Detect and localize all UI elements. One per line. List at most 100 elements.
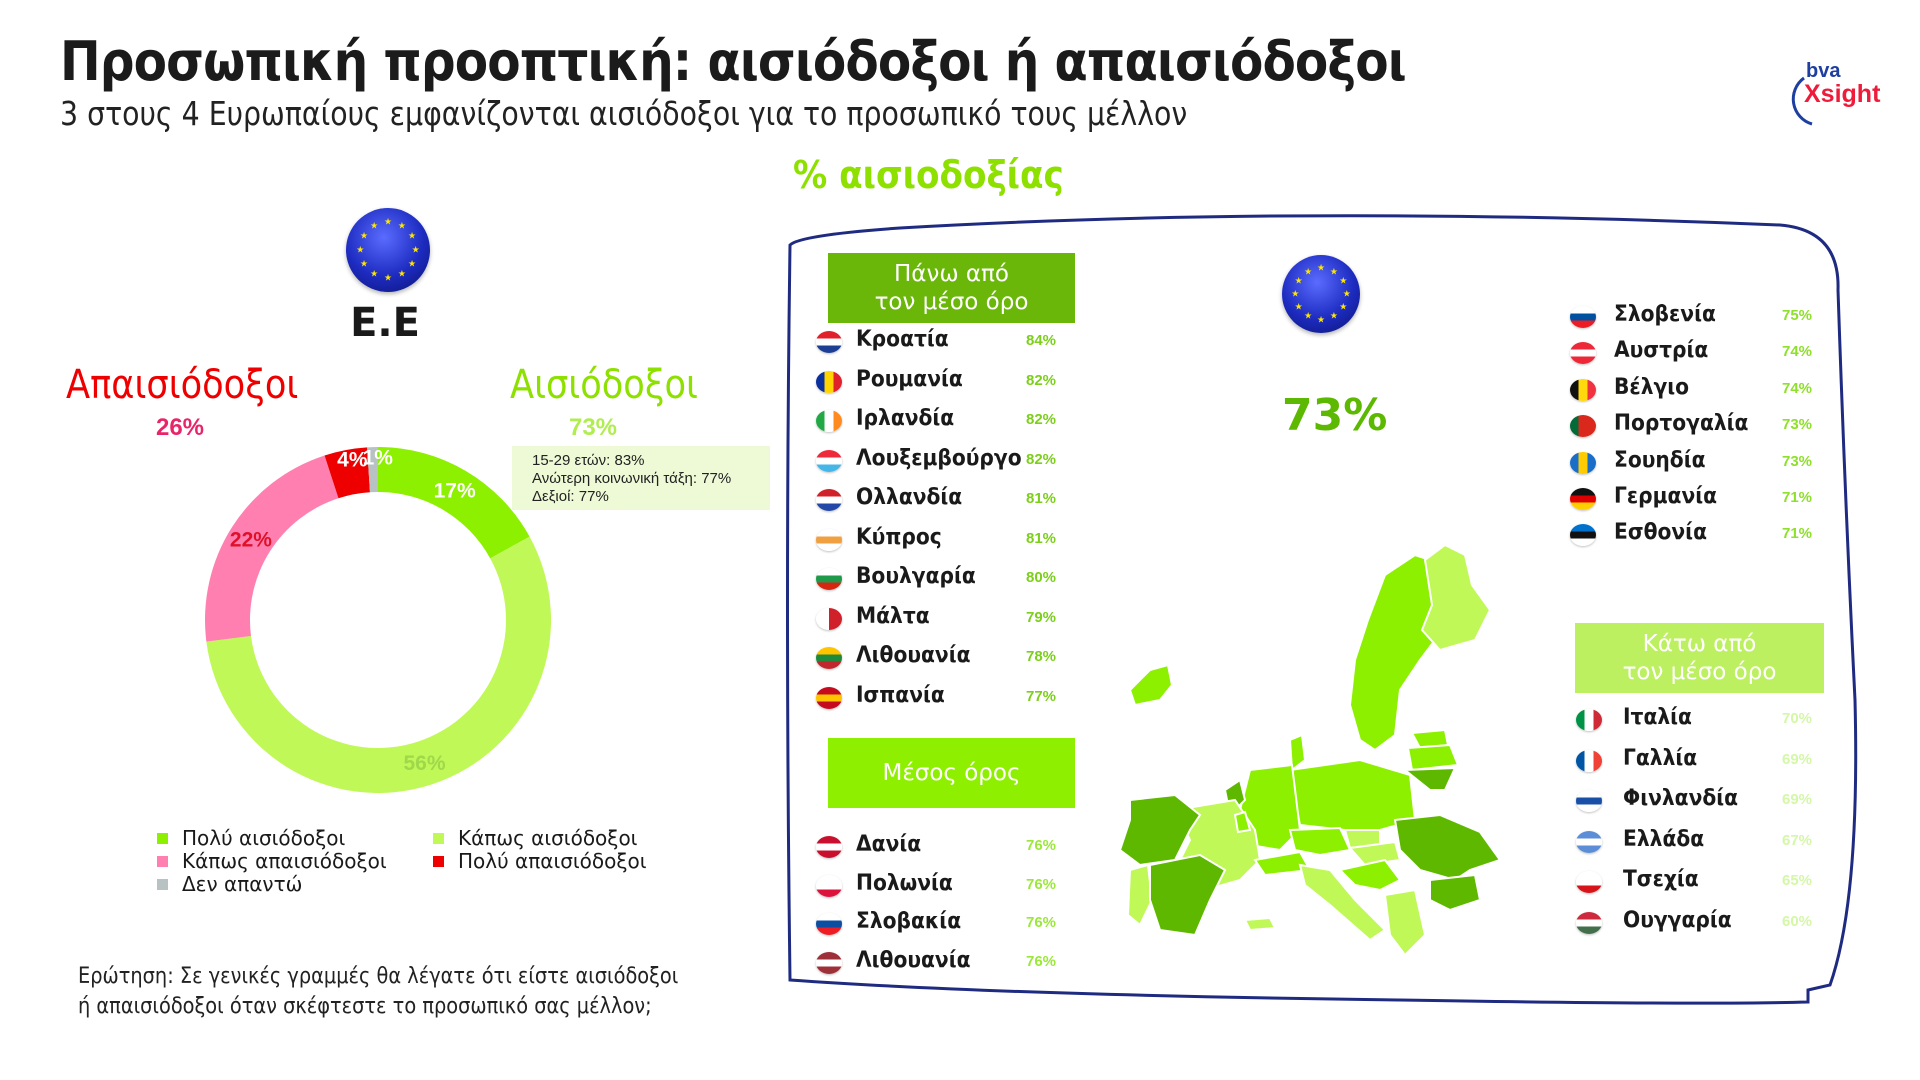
page-subtitle: 3 στους 4 Ευρωπαίους εμφανίζονται αισιόδ… <box>60 94 1188 133</box>
optimists-pct: 73% <box>568 414 618 441</box>
map-country <box>1429 873 1482 912</box>
survey-question: Ερώτηση: Σε γενικές γραμμές θα λέγατε ότ… <box>78 962 678 1022</box>
country-pct: 76% <box>1026 952 1057 970</box>
legend-swatch <box>157 856 168 867</box>
star-icon: ★ <box>407 258 417 269</box>
above-average-header: Πάνω από τον μέσο όρο <box>828 253 1075 323</box>
legend-label: Κάπως απαισιόδοξοι <box>182 849 387 873</box>
legend-swatch <box>433 856 444 867</box>
country-name: Αυστρία <box>1614 338 1709 364</box>
country-name: Σλοβενία <box>1614 302 1716 327</box>
star-icon: ★ <box>1304 266 1313 277</box>
country-name: Σουηδία <box>1614 447 1706 473</box>
header-line: Μέσος όρος <box>882 760 1021 786</box>
country-flag-icon <box>1576 749 1602 772</box>
donut-data-label: 22% <box>230 528 272 551</box>
country-pct: 84% <box>1026 332 1057 349</box>
legend-swatch <box>157 879 168 890</box>
country-pct: 82% <box>1026 371 1057 389</box>
country-flag-icon <box>816 951 842 974</box>
legend-label: Πολύ απαισιόδοξοι <box>458 849 647 873</box>
star-icon: ★ <box>1316 262 1326 273</box>
star-icon: ★ <box>397 268 406 279</box>
country-flag-icon <box>816 836 842 858</box>
country-flag-icon <box>1570 306 1596 328</box>
star-icon: ★ <box>1329 310 1338 321</box>
star-icon: ★ <box>1294 275 1303 286</box>
country-pct: 79% <box>1026 608 1057 626</box>
star-icon: ★ <box>1316 314 1326 325</box>
country-pct: 82% <box>1026 411 1057 428</box>
country-name: Βουλγαρία <box>856 564 976 589</box>
country-flag-icon <box>1576 871 1602 894</box>
eu-label: Ε.Ε <box>350 300 420 346</box>
country-name: Λιθουανία <box>856 947 971 973</box>
donut-slice <box>206 536 551 793</box>
country-flag-icon <box>1576 709 1602 731</box>
country-flag-icon <box>1570 451 1596 474</box>
average-header: Μέσος όρος <box>828 738 1075 808</box>
country-name: Εσθονία <box>1614 520 1707 546</box>
country-name: Μάλτα <box>856 603 930 629</box>
country-pct: 77% <box>1026 687 1057 705</box>
country-name: Λιθουανία <box>856 643 971 668</box>
header-line: Πάνω από <box>894 261 1009 287</box>
country-pct: 82% <box>1026 450 1057 468</box>
legend-item: Πολύ αισιόδοξοι <box>157 826 345 850</box>
map-country <box>1348 840 1402 867</box>
map-country <box>1383 888 1427 957</box>
map-country <box>1338 858 1402 892</box>
bva-xsight-logo: bva Xsight <box>1782 58 1897 128</box>
country-flag-icon <box>816 528 842 551</box>
country-flag-icon <box>816 489 842 511</box>
legend-item: Κάπως απαισιόδοξοι <box>157 849 387 873</box>
country-name: Κροατία <box>856 327 949 352</box>
country-pct: 80% <box>1026 569 1057 586</box>
star-icon: ★ <box>1329 266 1338 277</box>
country-flag-icon <box>1570 342 1596 365</box>
star-icon: ★ <box>356 244 365 255</box>
country-pct: 74% <box>1782 379 1813 397</box>
country-pct: 73% <box>1782 416 1813 434</box>
map-country <box>1149 853 1227 937</box>
star-icon: ★ <box>370 220 379 231</box>
country-name: Γερμανία <box>1614 484 1718 509</box>
country-flag-icon <box>816 449 842 472</box>
country-name: Σλοβακία <box>856 909 962 934</box>
country-name: Ελλάδα <box>1623 826 1705 852</box>
country-pct: 74% <box>1782 343 1813 361</box>
country-name: Τσεχία <box>1623 867 1699 893</box>
country-name: Γαλλία <box>1623 745 1698 771</box>
country-pct: 71% <box>1782 489 1813 506</box>
country-name: Δανία <box>856 832 922 857</box>
star-icon: ★ <box>411 244 420 255</box>
country-pct: 65% <box>1782 872 1813 890</box>
legend-label: Κάπως αισιόδοξοι <box>458 826 638 850</box>
star-icon: ★ <box>370 268 379 279</box>
country-pct: 71% <box>1782 525 1813 543</box>
donut-chart: 17% 56% 22% 4%1% <box>204 447 551 793</box>
country-pct: 67% <box>1782 831 1813 849</box>
legend-item: Κάπως αισιόδοξοι <box>433 826 637 850</box>
legend-swatch <box>433 833 444 844</box>
star-icon: ★ <box>383 216 393 227</box>
country-flag-icon <box>1570 524 1596 547</box>
country-pct: 78% <box>1026 648 1057 665</box>
map-country <box>1420 543 1492 652</box>
optimists-info-box: 15-29 ετών: 83% Ανώτερη κοινωνική τάξη: … <box>512 446 770 510</box>
logo-bva: bva <box>1806 60 1841 82</box>
page-title: Προσωπική προοπτική: αισιόδοξοι ή απαισι… <box>60 30 1407 93</box>
country-pct: 60% <box>1782 913 1813 930</box>
country-pct: 76% <box>1026 875 1057 893</box>
star-icon: ★ <box>1342 288 1351 299</box>
map-country <box>1233 810 1252 834</box>
country-pct: 69% <box>1782 750 1813 768</box>
country-pct: 76% <box>1026 837 1057 854</box>
legend-swatch <box>157 833 168 844</box>
map-country <box>1298 863 1387 942</box>
country-pct: 81% <box>1026 529 1057 547</box>
country-name: Πορτογαλία <box>1614 411 1749 437</box>
donut-data-label: 1% <box>363 447 394 470</box>
country-flag-icon <box>816 568 842 590</box>
